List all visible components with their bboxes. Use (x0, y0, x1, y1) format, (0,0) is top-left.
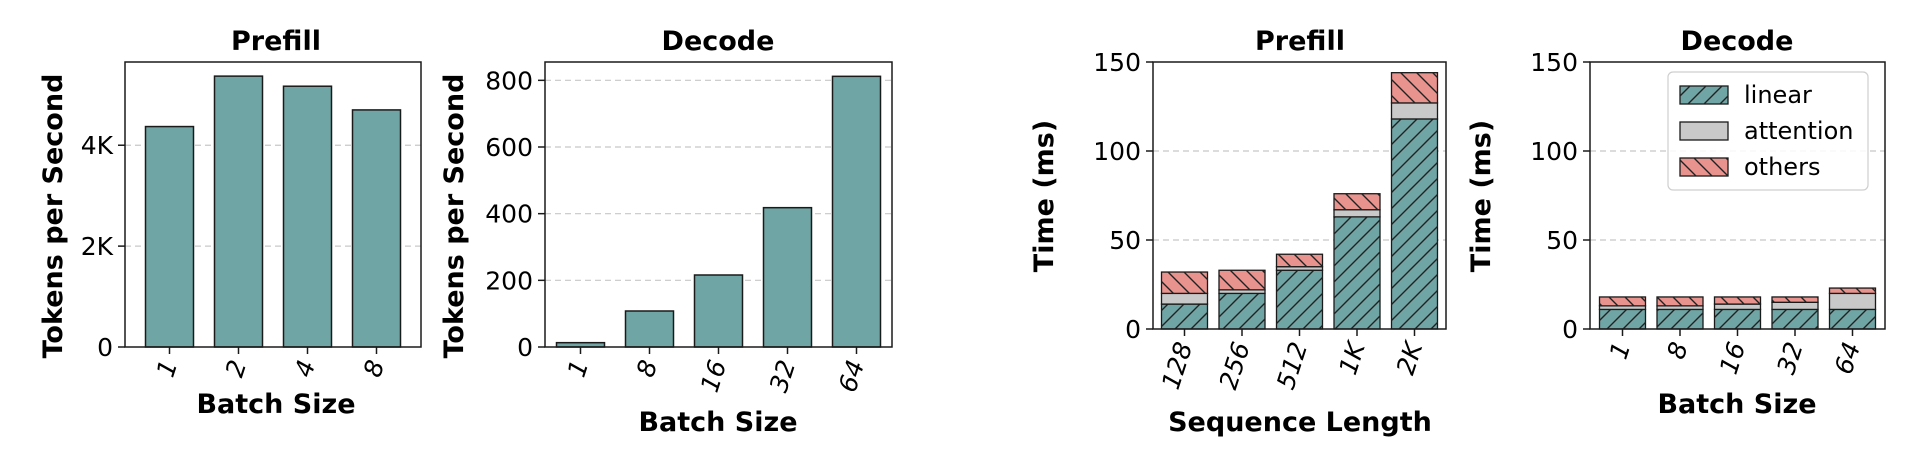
x-tick-label: 64 (833, 357, 870, 396)
y-tick-label: 150 (1093, 48, 1141, 77)
x-axis-label: Batch Size (638, 407, 797, 438)
y-axis-label: Tokens per Second (439, 74, 470, 359)
x-tick-label: 16 (695, 357, 732, 396)
y-tick-label: 0 (1125, 315, 1141, 344)
legend-swatch-attention (1679, 121, 1729, 141)
bar-hatch-others (1714, 296, 1761, 305)
y-tick-label: 4K (81, 131, 114, 160)
x-tick-label: 1 (562, 357, 594, 381)
bar-hatch-linear (1772, 309, 1818, 329)
panel-decode-time-breakdown: Decode Time (ms) Batch Size 0 50 100 150 1 8 1… (1466, 26, 1886, 420)
bar-hatch-others (1219, 270, 1265, 290)
bar-hatch-linear (1161, 304, 1208, 329)
x-tick-label: 64 (1829, 339, 1866, 378)
y-tick-label: 2K (81, 232, 114, 261)
bar-segment-attention (1713, 303, 1762, 311)
legend-swatch-hatch-linear (1680, 86, 1728, 104)
y-axis-label: Time (ms) (1466, 120, 1497, 272)
x-tick-label: 8 (631, 357, 663, 381)
bar-hatch-linear (1829, 309, 1876, 329)
y-tick-label: 0 (97, 333, 113, 362)
bar-segment-attention (1160, 292, 1209, 305)
bar-hatch-linear (1714, 309, 1761, 329)
panel-title: Prefill (231, 26, 321, 57)
bar-hatch-others (1391, 72, 1438, 103)
y-tick-label: 50 (1109, 226, 1141, 255)
bar (351, 109, 402, 348)
bar-hatch-linear (1391, 118, 1438, 330)
y-tick-label: 0 (1562, 315, 1578, 344)
bar-segment-attention (1390, 102, 1439, 120)
y-tick-label: 600 (485, 133, 533, 162)
y-tick-label: 200 (485, 266, 533, 295)
x-tick-label: 8 (358, 357, 390, 381)
bar-hatch-others (1276, 254, 1323, 267)
x-tick-label: 32 (1771, 339, 1808, 378)
y-tick-label: 0 (517, 333, 533, 362)
x-tick-label: 4 (289, 357, 321, 381)
bar-hatch-linear (1276, 270, 1323, 329)
panel-decode-throughput: Decode Tokens per Second Batch Size 0 200… (439, 26, 893, 438)
plot-area: 0 200 400 600 800 1 8 16 32 64 (485, 61, 893, 396)
bar-hatch-others (1161, 272, 1208, 294)
bar-segment-attention (1333, 209, 1381, 218)
panel-title: Decode (662, 26, 775, 57)
x-tick-label: 2 (220, 357, 252, 381)
axes-frame (124, 61, 422, 348)
panel-prefill-time-breakdown: Prefill Time (ms) Sequence Length 0 50 100… (1029, 26, 1447, 438)
bar (282, 85, 333, 348)
y-axis-label: Tokens per Second (38, 74, 69, 359)
plot-area: 0 50 100 150 128 256 512 1K 2K (1093, 48, 1447, 393)
plot-area: 0 2K 4K 1 2 4 8 (81, 61, 422, 381)
bar (624, 310, 675, 348)
x-tick-label: 8 (1661, 339, 1693, 363)
legend-swatch-hatch-others (1680, 158, 1728, 176)
bar-hatch-others (1334, 193, 1380, 210)
y-tick-label: 100 (1530, 137, 1578, 166)
x-tick-label: 1 (151, 357, 183, 381)
bar-segment-attention (1771, 301, 1819, 311)
panel-prefill-throughput: Prefill Tokens per Second Batch Size 0 2K… (38, 26, 422, 420)
bar (762, 206, 813, 348)
x-tick-label: 16 (1714, 339, 1751, 378)
bar (213, 75, 264, 348)
legend-label-attention: attention (1744, 117, 1853, 145)
bar-hatch-linear (1599, 309, 1646, 329)
y-axis-label: Time (ms) (1029, 120, 1060, 272)
y-tick-label: 100 (1093, 137, 1141, 166)
legend-label-others: others (1744, 153, 1820, 181)
x-tick-label: 512 (1271, 339, 1313, 393)
x-tick-label: 256 (1213, 339, 1255, 393)
x-tick-label: 1K (1333, 336, 1371, 378)
bar-hatch-others (1599, 296, 1646, 306)
bar (693, 274, 744, 348)
bar-hatch-linear (1219, 293, 1265, 329)
bar-segment-attention (1828, 292, 1877, 311)
y-tick-label: 400 (485, 200, 533, 229)
panel-title: Prefill (1255, 26, 1345, 57)
x-tick-label: 2K (1391, 336, 1429, 378)
panel-title: Decode (1681, 26, 1794, 57)
bar-hatch-others (1772, 296, 1818, 303)
bar (831, 75, 882, 348)
bar (144, 125, 195, 348)
bar-hatch-others (1657, 296, 1703, 306)
bar-hatch-linear (1657, 309, 1703, 329)
legend: linear attention others (1667, 71, 1869, 191)
y-tick-label: 800 (485, 66, 533, 95)
y-tick-label: 50 (1546, 226, 1578, 255)
x-axis-label: Batch Size (196, 389, 355, 420)
x-tick-label: 32 (764, 357, 801, 396)
x-axis-label: Sequence Length (1168, 407, 1432, 438)
y-tick-label: 150 (1530, 48, 1578, 77)
bar-hatch-linear (1334, 216, 1380, 329)
x-axis-label: Batch Size (1657, 389, 1816, 420)
bar-hatch-others (1829, 288, 1876, 294)
x-tick-label: 128 (1156, 339, 1198, 393)
legend-label-linear: linear (1744, 81, 1812, 109)
x-tick-label: 1 (1604, 339, 1636, 363)
